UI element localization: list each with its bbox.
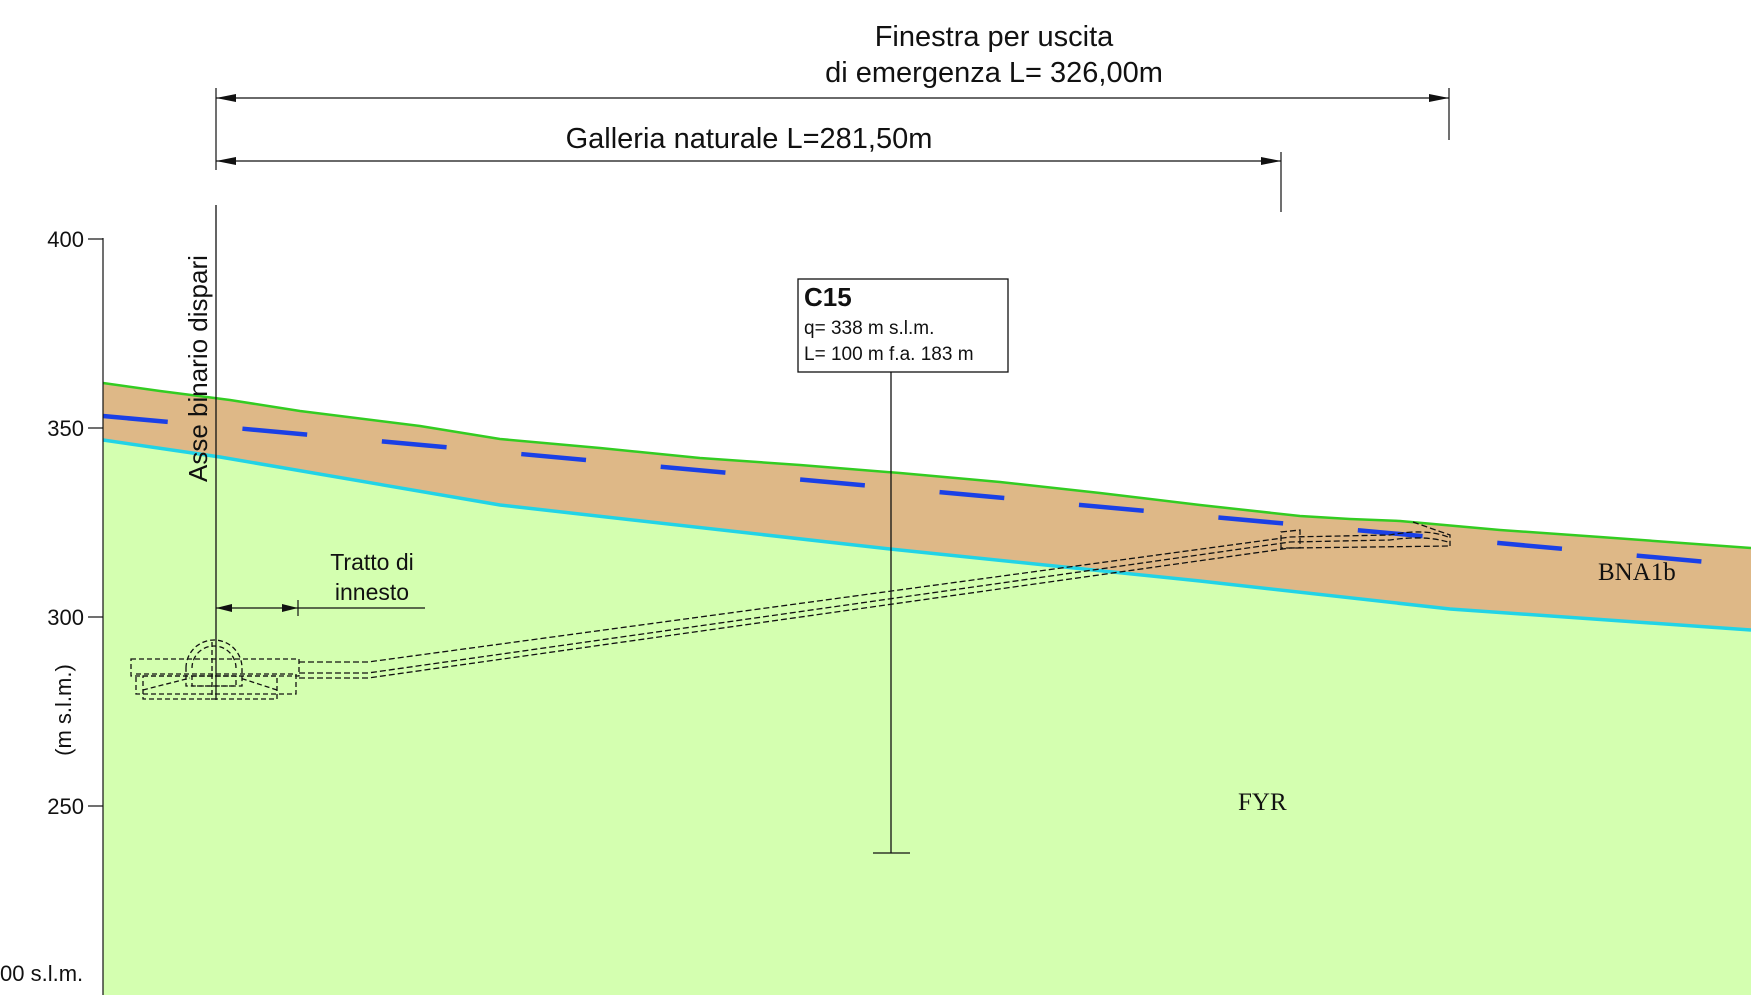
axis-tick-300: 300 xyxy=(47,605,84,630)
window-dimension-title-line2: di emergenza L= 326,00m xyxy=(825,57,1163,89)
axis-title: (m s.l.m.) xyxy=(51,664,76,756)
borehole-length: L= 100 m f.a. 183 m xyxy=(804,344,974,365)
borehole-elevation: q= 338 m s.l.m. xyxy=(804,318,934,339)
connection-dimension xyxy=(216,600,425,616)
axis-tick-350: 350 xyxy=(47,416,84,441)
layer-boundary-line xyxy=(102,438,1751,632)
elevation-axis: 400 350 300 250 (m s.l.m.) 00 s.l.m. xyxy=(0,227,104,995)
connection-label-line1: Tratto di xyxy=(330,549,414,575)
tunnel-dimension-label: Galleria naturale L=281,50m xyxy=(566,123,933,155)
emergency-exit-tunnel xyxy=(299,521,1451,679)
track-axis-label: Asse binario dispari xyxy=(183,255,213,482)
window-dimension-title-line1: Finestra per uscita xyxy=(875,21,1114,53)
bedrock-area xyxy=(103,440,1751,995)
borehole-label-box xyxy=(797,278,1009,373)
tunnel-section-outline xyxy=(130,639,300,700)
borehole-name: C15 xyxy=(804,282,852,312)
connection-label-line2: innesto xyxy=(335,579,409,605)
axis-tick-250: 250 xyxy=(47,794,84,819)
dimension-lines xyxy=(215,88,1450,212)
axis-bottom-label: 00 s.l.m. xyxy=(0,961,83,986)
geology-upper-unit-label: BNA1b xyxy=(1598,559,1676,586)
axis-tick-400: 400 xyxy=(47,227,84,252)
cover-layer-area xyxy=(103,383,1751,630)
geology-lower-unit-label: FYR xyxy=(1238,789,1287,816)
ground-surface-line xyxy=(102,381,1751,550)
